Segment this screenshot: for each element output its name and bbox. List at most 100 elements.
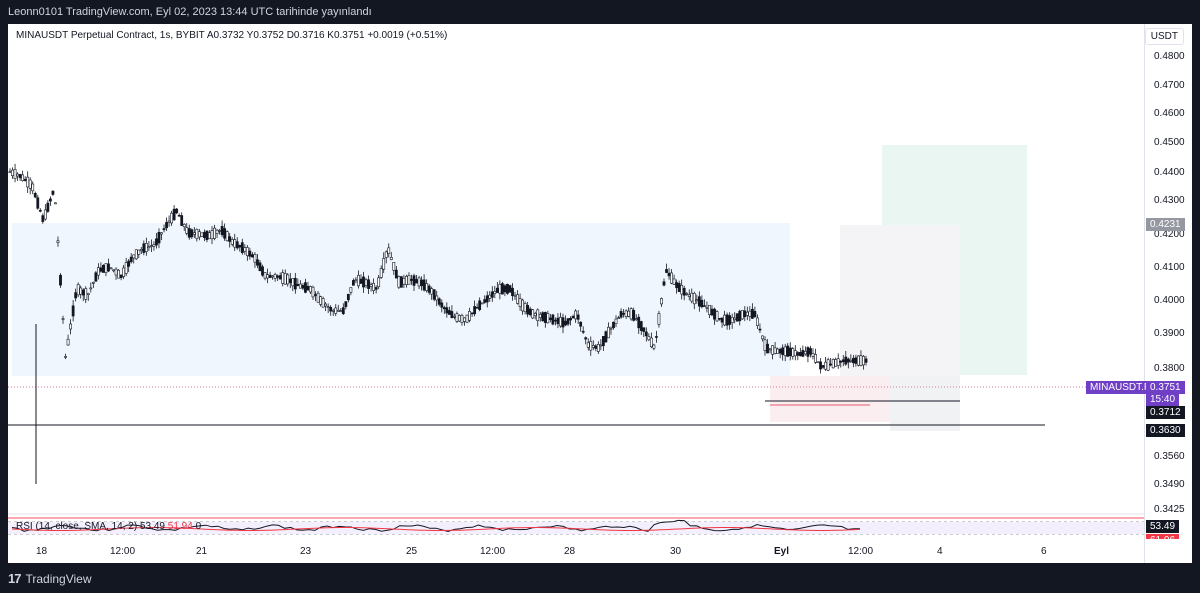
currency-selector[interactable]: USDT [1144,28,1184,45]
candle-body [157,231,161,244]
candle-body [518,298,522,307]
candle-body [162,228,166,231]
price-tick: 0.3425 [1154,504,1185,515]
time-tick: 4 [937,546,943,557]
candle-body [814,354,817,363]
candle-body [609,327,613,330]
price-tick: 0.3560 [1154,451,1185,462]
candle-body [59,274,62,286]
candle-body [240,242,244,253]
candle-body [33,193,37,198]
symbol-tag[interactable]: MINAUSDT.P [1086,381,1155,394]
candle-body [612,321,615,329]
candle-body [778,348,782,354]
candle-body [677,283,681,292]
candle-body [129,256,133,263]
candle-body [150,245,153,247]
tradingview-logo[interactable]: 17 TradingView [8,571,92,586]
candle-body [389,257,393,260]
candle-body [304,282,307,293]
candle-body [526,305,530,315]
stop-zone-box[interactable] [770,376,890,422]
candle-body [230,239,234,245]
candle-body [803,351,807,355]
candle-body [475,307,479,309]
candle-body [261,266,264,276]
candle-body [61,318,65,320]
candle-body [503,285,507,293]
candle-body [402,277,406,285]
candle-body [596,344,600,352]
countdown-tag: 15:40 [1146,393,1180,406]
candle-body [849,359,853,362]
candle-body [167,220,171,223]
level-price-tag[interactable]: 0.3712 [1146,406,1185,419]
candle-body [521,299,524,312]
candle-body [187,228,191,238]
candle-body [680,284,684,295]
candle-body [723,314,726,326]
candle-body [589,341,593,351]
entry-zone-box[interactable] [840,225,960,377]
rsi-legend[interactable]: RSI (14, close, SMA, 14, 2) 53.49 51.94 … [16,521,201,532]
candle-body [571,315,575,319]
candle-body [420,279,423,286]
candle-body [538,314,542,318]
candle-body [528,308,532,316]
candle-body [84,288,88,300]
candle-body [591,345,595,348]
last-price-tag[interactable]: 0.3751 [1146,381,1185,394]
rsi-value: 53.49 [139,521,165,532]
rsi-line [11,519,860,533]
candle-body [197,231,201,238]
chart-frame[interactable]: MINAUSDT Perpetual Contract, 1s, BYBIT A… [8,24,1192,563]
candle-body [470,312,474,315]
candle-body [506,283,509,294]
candle-body [854,357,858,364]
candle-body [374,287,378,290]
time-tick: Eyl [774,546,790,557]
candle-body [556,317,560,325]
candle-body [432,289,436,300]
candle-body [218,230,221,232]
candle-body [725,314,729,326]
price-chart[interactable] [8,24,1192,563]
candle-body [392,262,396,271]
position-gray-box[interactable] [890,376,960,431]
candle-body [405,276,408,285]
symbol-legend[interactable]: MINAUSDT Perpetual Contract, 1s, BYBIT A… [16,30,448,41]
highlight-price-tag[interactable]: 0.4231 [1146,218,1185,231]
candle-body [715,311,719,322]
candle-body [750,308,754,319]
candle-body [21,174,25,181]
consolidation-range-box[interactable] [12,223,790,376]
candle-body [49,198,52,202]
level-price-tag[interactable]: 0.3630 [1146,424,1185,437]
candle-body [144,243,148,252]
candle-body [56,240,60,244]
rsi-ma-value: 51.94 [167,521,193,532]
candle-body [132,254,136,259]
price-tick: 0.4200 [1154,229,1185,240]
candle-body [705,307,709,309]
candle-body [213,227,216,239]
candle-body [490,291,494,298]
candle-body [690,292,694,302]
candle-body [541,312,545,322]
candlestick-series [8,163,868,374]
candle-body [223,228,227,239]
candle-body [192,232,196,235]
candle-body [607,326,610,339]
candle-body [594,345,598,349]
candle-body [182,224,186,228]
candle-body [369,284,373,287]
candle-body [339,310,343,312]
candle-body [235,241,239,249]
price-tick: 0.4700 [1154,80,1185,91]
candle-body [655,336,658,338]
candle-body [147,246,151,249]
candle-body [465,314,469,323]
candle-body [334,307,338,314]
candle-body [324,303,328,307]
tradingview-logo-icon: 17 [8,571,22,586]
